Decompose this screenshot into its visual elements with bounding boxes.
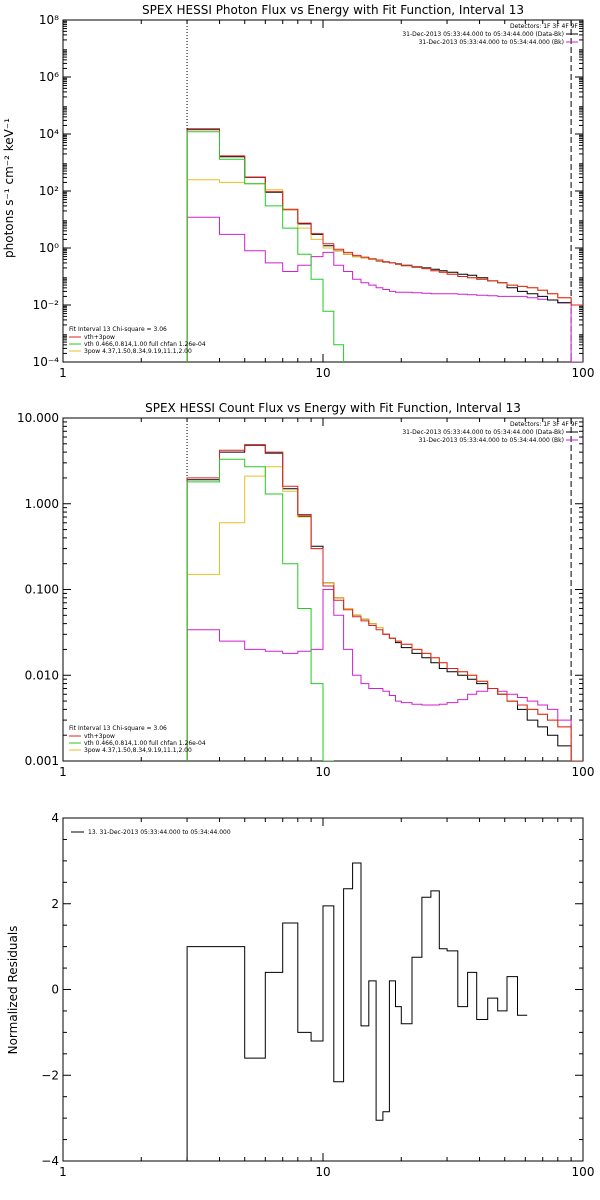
series-line [186,458,334,761]
y-tick-label: 10⁶ [39,70,59,84]
photon-flux-series-group [186,20,583,362]
y-tick-label: 0.100 [25,583,59,597]
photon-flux-title: SPEX HESSI Photon Flux vs Energy with Fi… [142,3,524,17]
legend-bk: 31-Dec-2013 05:33:44.000 to 05:34:44.000… [419,437,564,444]
legend-detectors: Detectors: 1F 3F 4F 9F [510,421,579,428]
y-tick-label: 10⁰ [39,241,59,255]
count-flux-legend-bottom: Fit Interval 13 Chi-square = 3.06 vth+3p… [69,725,206,754]
x-tick-label: 100 [572,1165,595,1179]
legend-fit-interval: Fit Interval 13 Chi-square = 3.06 [69,725,167,732]
series-line [186,216,583,362]
count-flux-title: SPEX HESSI Count Flux vs Energy with Fit… [145,401,521,415]
series-line [186,862,528,1161]
legend-bk: 31-Dec-2013 05:33:44.000 to 05:34:44.000… [419,39,564,46]
legend-3pow: 3pow 4.37,1.50,8.34,9.19,11.1,2.00 [84,747,192,754]
legend-detectors: Detectors: 1F 3F 4F 9F [510,23,579,30]
photon-flux-ticks: 1 10 100 10⁻⁴ 10⁻² 10⁰ 10² 10⁴ 10⁶ 10⁸ [33,13,595,380]
legend-fit-interval: Fit Interval 13 Chi-square = 3.06 [69,326,167,333]
legend-data-bk: 31-Dec-2013 05:33:44.000 to 05:34:44.000… [402,429,564,436]
legend-vth-3pow: vth+3pow [84,733,115,740]
legend-vth-3pow: vth+3pow [84,334,115,341]
count-flux-series-group [186,418,583,761]
y-tick-label: 0.010 [25,668,59,682]
photon-flux-ylabel: photons s⁻¹ cm⁻² keV⁻¹ [2,118,16,258]
series-line [186,131,345,362]
x-tick-label: 10 [315,366,330,380]
legend-vth: vth 0.466,0.814,1.00 full chfan 1.26e-04 [84,341,206,348]
y-tick-label: 4 [51,811,59,825]
y-tick-label: 1.000 [25,497,59,511]
residuals-series-group [186,862,528,1161]
legend-3pow: 3pow 4.37,1.50,8.34,9.19,11.1,2.00 [84,348,192,355]
photon-flux-legend-top: Detectors: 1F 3F 4F 9F 31-Dec-2013 05:33… [402,23,578,46]
y-tick-label: 10² [39,184,59,198]
photon-flux-panel: SPEX HESSI Photon Flux vs Energy with Fi… [2,3,594,380]
residuals-panel: Normalized Residuals 1 10 100 −4 −2 0 2 4 13. 3… [6,811,594,1179]
y-tick-label: 0 [51,983,59,997]
y-tick-label: 2 [51,897,59,911]
count-flux-legend-top: Detectors: 1F 3F 4F 9F 31-Dec-2013 05:33… [402,421,578,444]
photon-flux-legend-bottom: Fit Interval 13 Chi-square = 3.06 vth+3p… [69,326,206,355]
x-tick-label: 10 [315,1165,330,1179]
legend-vth: vth 0.466,0.814,1.00 full chfan 1.26e-04 [84,740,206,747]
residuals-ylabel: Normalized Residuals [6,926,20,1055]
x-tick-label: 1 [59,1165,67,1179]
x-tick-label: 1 [59,765,67,779]
x-tick-label: 1 [59,366,67,380]
series-line [186,589,583,761]
y-tick-label: 10⁴ [39,127,59,141]
y-tick-label: −4 [41,1154,59,1168]
y-tick-label: −2 [41,1068,59,1082]
legend-data-bk: 31-Dec-2013 05:33:44.000 to 05:34:44.000… [402,31,564,38]
y-tick-label: 0.001 [25,754,59,768]
x-tick-label: 100 [572,765,595,779]
y-tick-label: 10.000 [17,411,59,425]
x-tick-label: 100 [572,366,595,380]
series-line [186,444,583,761]
y-tick-label: 10⁸ [39,13,59,27]
series-line [186,129,583,362]
y-tick-label: 10⁻⁴ [33,355,60,369]
x-tick-label: 10 [315,765,330,779]
y-tick-label: 10⁻² [33,298,60,312]
residuals-legend-text: 13. 31-Dec-2013 05:33:44.000 to 05:34:44… [88,829,231,836]
count-flux-panel: SPEX HESSI Count Flux vs Energy with Fit… [17,401,594,779]
